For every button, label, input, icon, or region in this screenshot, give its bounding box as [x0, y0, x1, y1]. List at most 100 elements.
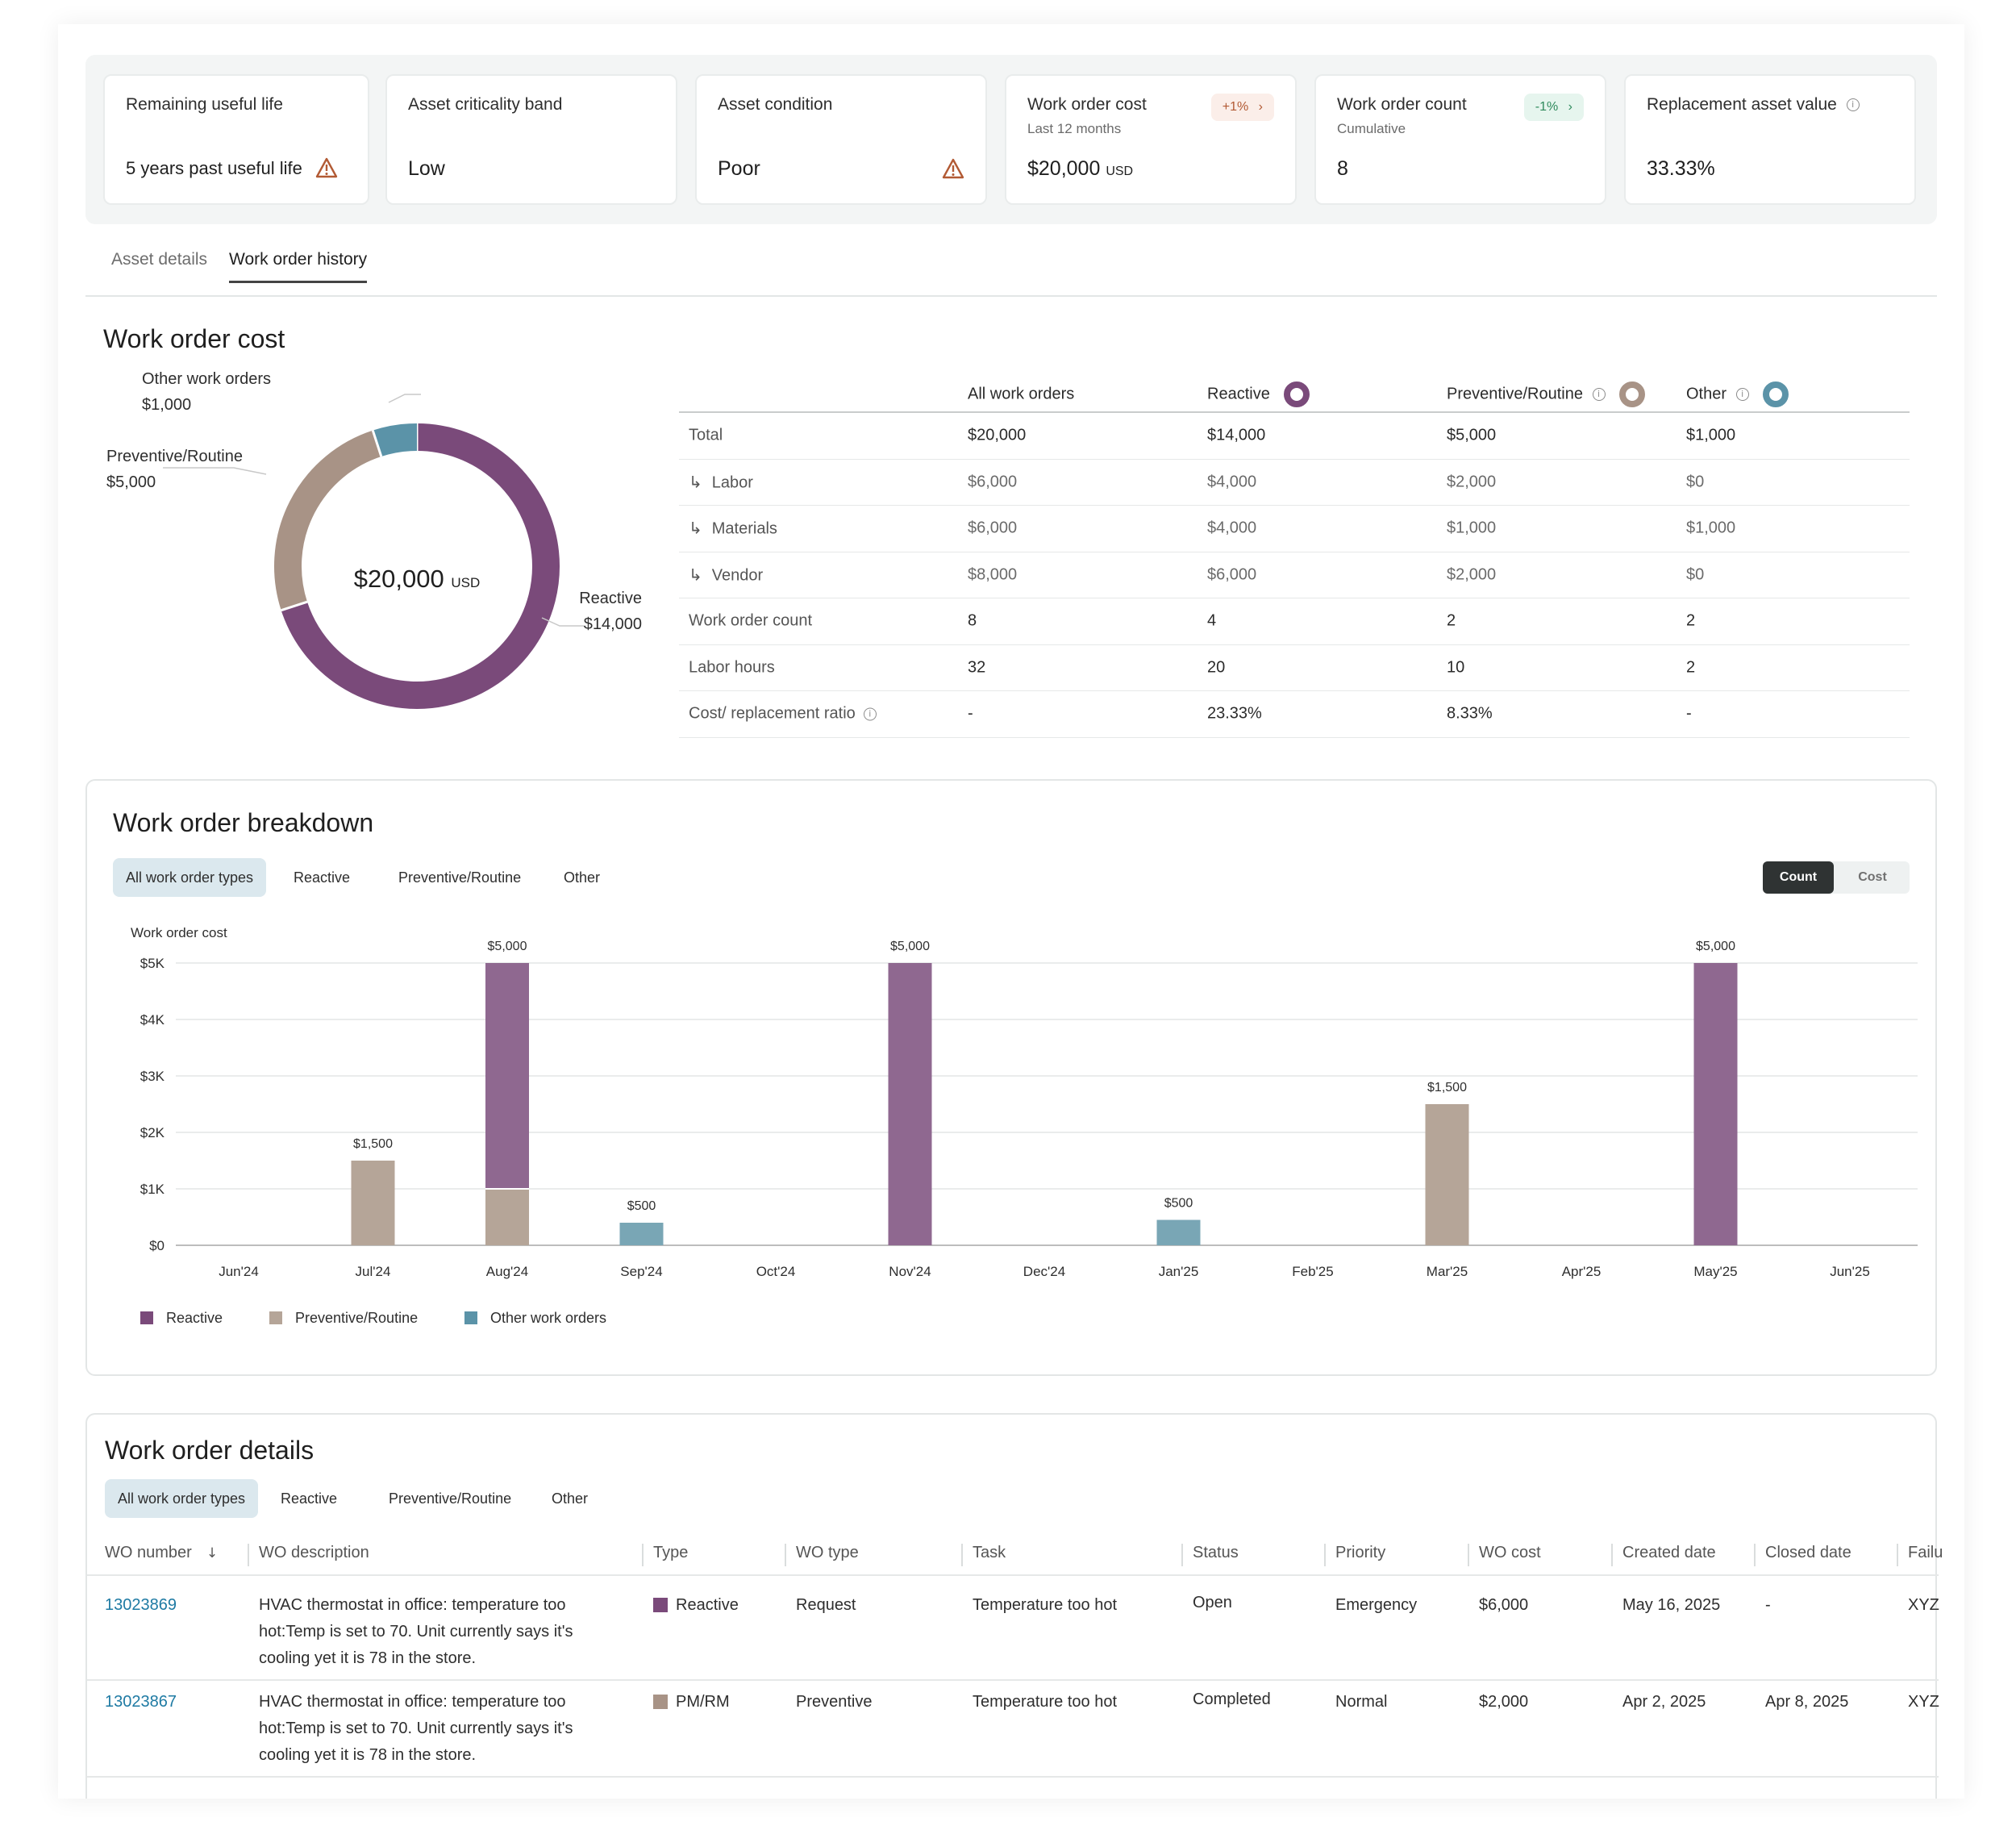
info-icon[interactable]: i — [863, 707, 877, 721]
column-header-text: Task — [973, 1544, 1006, 1561]
tab-asset-details[interactable]: Asset details — [111, 250, 208, 269]
filter-reactive[interactable]: Reactive — [294, 869, 351, 886]
bar-other-work-orders[interactable] — [1156, 1219, 1201, 1246]
kpi-value: 5 years past useful life — [126, 153, 338, 179]
breakdown-bar-chart: Work order cost $0 $1K $2K $3K $4K $5K Jun'24… — [131, 925, 1918, 1279]
row-label: ↳ Labor — [689, 472, 753, 492]
change-value: +1% — [1222, 100, 1249, 114]
table-cell: Apr 2, 2025 — [1622, 1693, 1706, 1711]
x-tick-label: Jun'25 — [1830, 1264, 1870, 1279]
column-separator — [248, 1544, 249, 1566]
info-icon[interactable]: i — [1846, 98, 1860, 112]
kpi-work-order-count[interactable]: Work order count Cumulative -1% › 8 — [1314, 74, 1606, 205]
column-header[interactable]: WO number ↓ — [105, 1544, 218, 1562]
bar-preventive-routine[interactable] — [485, 1189, 529, 1245]
cost-table-body: Total $20,000 $14,000 $5,000 $1,000 ↳ Labor $6,… — [679, 413, 1910, 738]
filter-all-types[interactable]: All work order types — [105, 1479, 259, 1518]
row-label: Work order count — [689, 612, 812, 631]
kpi-work-order-cost[interactable]: Work order cost Last 12 months +1% › $20… — [1005, 74, 1297, 205]
data-label: $500 — [1164, 1197, 1193, 1211]
wo-number-link[interactable]: 13023867 — [105, 1693, 177, 1711]
donut-center-amount: $20,000 — [353, 565, 444, 593]
bar-other-work-orders[interactable] — [619, 1223, 664, 1245]
column-header[interactable]: WO description — [259, 1544, 369, 1562]
table-row: ↳ Labor $6,000 $4,000 $2,000 $0 — [679, 460, 1910, 506]
row-label: ↳ Vendor — [689, 565, 763, 585]
change-badge[interactable]: +1% › — [1210, 94, 1274, 121]
column-header-text: Preventive/Routine — [1447, 385, 1583, 403]
column-header[interactable]: WO type — [796, 1544, 859, 1562]
bar-reactive[interactable] — [485, 963, 529, 1189]
donut-label-reactive: Reactive $14,000 — [561, 586, 642, 637]
toggle-cost[interactable]: Cost — [1858, 870, 1887, 884]
y-tick-label: $1K — [140, 1182, 165, 1197]
x-tick-label: Jun'24 — [219, 1264, 259, 1279]
legend-label: Reactive — [166, 1310, 223, 1326]
column-header[interactable]: Status — [1193, 1544, 1239, 1562]
kpi-value: $20,000 USD — [1027, 157, 1133, 181]
leader-line-preventive — [163, 467, 267, 475]
kpi-subtitle: Last 12 months — [1027, 121, 1122, 136]
column-header[interactable]: Created date — [1622, 1544, 1716, 1562]
kpi-title: Replacement asset value i — [1647, 95, 1893, 115]
filter-all-types[interactable]: All work order types — [113, 858, 267, 897]
donut-label-value: $14,000 — [583, 615, 642, 633]
kpi-title: Remaining useful life — [126, 95, 283, 114]
tab-work-order-history[interactable]: Work order history — [229, 250, 368, 283]
details-card: Work order details All work order types … — [85, 1413, 1943, 1799]
leader-line-reactive — [541, 617, 584, 627]
table-row: Labor hours 32 20 10 2 — [679, 645, 1910, 691]
kpi-criticality: Asset criticality band Low — [385, 74, 677, 205]
legend-label: Preventive/Routine — [295, 1310, 419, 1326]
table-cell: Reactive — [653, 1592, 739, 1619]
filter-preventive[interactable]: Preventive/Routine — [398, 869, 522, 886]
warning-icon — [942, 158, 964, 179]
column-header[interactable]: Priority — [1335, 1544, 1385, 1562]
section-title-details: Work order details — [105, 1436, 314, 1465]
donut-slice-other — [373, 423, 418, 457]
kpi-value: 8 — [1337, 157, 1348, 180]
toggle-count[interactable]: Count — [1763, 861, 1834, 894]
x-tick-label: Oct'24 — [756, 1264, 796, 1279]
kpi-replacement-asset-value: Replacement asset value i 33.33% — [1624, 74, 1916, 205]
bar-reactive[interactable] — [888, 963, 932, 1245]
y-tick-label: $2K — [140, 1125, 165, 1140]
column-header[interactable]: WO cost — [1479, 1544, 1541, 1562]
row-label-text: Materials — [711, 519, 777, 538]
row-label: ↳ Materials — [689, 519, 777, 539]
x-tick-label: Dec'24 — [1023, 1264, 1065, 1279]
filter-other[interactable]: Other — [564, 869, 601, 886]
page-tabs: Asset details Work order history — [85, 250, 1937, 297]
change-badge[interactable]: -1% › — [1523, 94, 1584, 121]
wo-number-link[interactable]: 13023869 — [105, 1596, 177, 1614]
row-label-text: Labor hours — [689, 658, 775, 677]
legend-swatch — [140, 1311, 153, 1324]
column-header[interactable]: Failu — [1908, 1544, 1943, 1562]
asset-page: Remaining useful life 5 years past usefu… — [58, 24, 1964, 1799]
table-cell: 23.33% — [1207, 704, 1262, 723]
filter-reactive[interactable]: Reactive — [281, 1490, 338, 1507]
bar-preventive-routine[interactable] — [351, 1161, 395, 1245]
column-header[interactable]: Task — [973, 1544, 1006, 1562]
table-row: ↳ Materials $6,000 $4,000 $1,000 $1,000 — [679, 506, 1910, 552]
section-title-breakdown: Work order breakdown — [113, 808, 374, 837]
table-row: ↳ Vendor $8,000 $6,000 $2,000 $0 — [679, 552, 1910, 598]
table-header-row: All work orders Reactive Preventive/Rout… — [679, 377, 1910, 413]
info-icon[interactable]: i — [1592, 388, 1606, 401]
column-header[interactable]: Type — [653, 1544, 688, 1562]
filter-preventive[interactable]: Preventive/Routine — [389, 1490, 512, 1507]
bar-preventive-routine[interactable] — [1425, 1104, 1469, 1245]
table-cell: Temperature too hot — [973, 1693, 1117, 1711]
donut-label-value: $1,000 — [142, 396, 192, 414]
kpi-strip: Remaining useful life 5 years past usefu… — [85, 55, 1937, 224]
column-header[interactable]: Closed date — [1765, 1544, 1851, 1562]
column-header-text: Priority — [1335, 1544, 1386, 1561]
column-header-text: Other — [1686, 385, 1727, 403]
bar-reactive[interactable] — [1693, 963, 1738, 1245]
info-icon[interactable]: i — [1735, 388, 1749, 401]
filter-other[interactable]: Other — [552, 1490, 589, 1507]
row-label-text: Vendor — [711, 566, 764, 585]
sort-arrow-icon[interactable]: ↓ — [206, 1545, 219, 1561]
row-label-text: Labor — [711, 473, 753, 492]
data-label: $5,000 — [488, 940, 527, 953]
